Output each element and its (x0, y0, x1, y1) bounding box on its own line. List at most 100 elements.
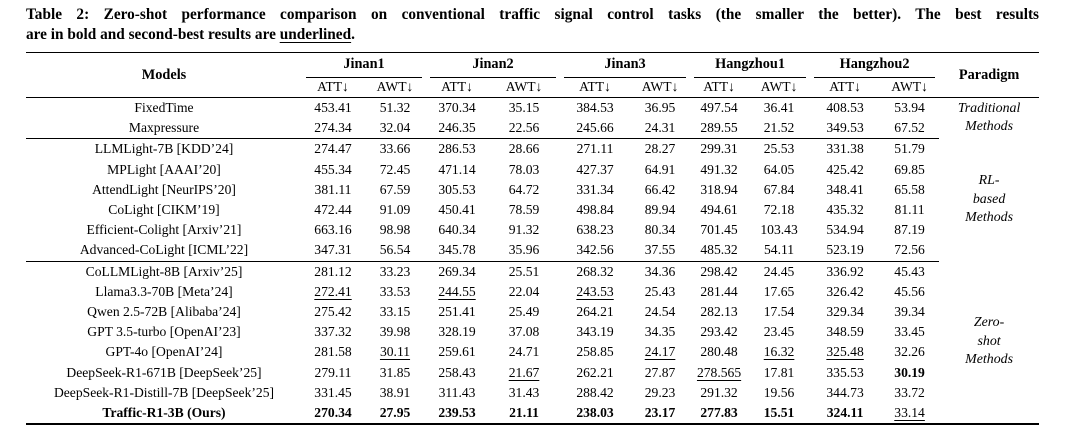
metric-value-cell: 471.14 (426, 160, 488, 180)
metric-value: 329.34 (826, 304, 864, 320)
metric-value: 28.27 (644, 141, 676, 157)
metric-value-cell: 282.13 (690, 302, 748, 322)
city-header-hangzhou2: Hangzhou2 (810, 53, 939, 78)
metric-value: 286.53 (438, 141, 476, 157)
metric-value-cell: 663.16 (302, 220, 364, 240)
table-caption: Table 2: Zero-shot performance compariso… (26, 5, 1039, 44)
att-column-header: ATT↓ (426, 77, 489, 98)
metric-value-cell: 349.53 (810, 118, 881, 140)
metric-value: 80.34 (644, 222, 676, 238)
metric-value-cell: 19.56 (748, 383, 810, 403)
metric-value-cell: 344.73 (810, 383, 880, 403)
metric-value: 264.21 (576, 304, 614, 320)
metric-value-cell: 51.79 (880, 139, 939, 160)
metric-value: 491.32 (700, 161, 738, 177)
metric-value-cell: 638.23 (560, 220, 630, 240)
metric-value-cell: 335.53 (810, 363, 880, 383)
table-row: Traffic-R1-3B (Ours) 270.34 27.95 239.53 21.… (26, 403, 1039, 425)
metric-value: 64.05 (763, 161, 795, 177)
metric-value-cell: 98.98 (364, 220, 426, 240)
metric-value: 640.34 (438, 222, 476, 238)
metric-value: 33.45 (894, 324, 925, 340)
metric-value-cell: 279.11 (302, 363, 364, 383)
metric-value: 277.83 (700, 405, 738, 421)
metric-value-cell: 485.32 (690, 240, 749, 262)
model-name-cell: Advanced-CoLight [ICML’22] (26, 240, 302, 262)
metric-value: 67.84 (763, 181, 795, 197)
model-name-cell: AttendLight [NeurIPS’20] (92, 181, 236, 197)
metric-value-cell: 281.44 (690, 282, 748, 302)
metric-value-cell: 325.48 (810, 342, 880, 362)
metric-value: 455.34 (314, 161, 352, 177)
metric-value: 638.23 (576, 222, 614, 238)
metric-value: 272.41 (314, 283, 352, 299)
metric-value: 381.11 (314, 181, 352, 197)
metric-value: 30.11 (379, 344, 411, 360)
metric-value: 408.53 (826, 100, 864, 115)
metric-value-cell: 29.23 (630, 383, 690, 403)
metric-value-cell: 324.11 (810, 403, 881, 425)
metric-value-cell: 36.95 (630, 98, 690, 119)
paradigm-line: Methods (965, 352, 1013, 368)
model-name-cell: Llama3.3-70B [Meta’24] (95, 283, 233, 299)
metric-value-cell: 370.34 (426, 98, 488, 119)
metric-value: 343.19 (576, 324, 614, 340)
metric-value: 45.43 (894, 263, 925, 279)
metric-value-cell: 24.71 (488, 342, 560, 362)
metric-value: 35.15 (508, 100, 540, 115)
metric-value-cell: 347.31 (302, 240, 364, 262)
metric-value-cell: 348.59 (810, 322, 880, 342)
metric-value: 33.23 (379, 263, 411, 279)
metric-value: 25.43 (644, 283, 676, 299)
metric-value-cell: 25.49 (488, 302, 560, 322)
metric-value-cell: 244.55 (426, 282, 488, 302)
metric-value-cell: 408.53 (810, 98, 880, 119)
metric-value: 331.34 (576, 181, 614, 197)
metric-value-cell: 34.36 (630, 261, 690, 282)
metric-value-cell: 72.56 (880, 240, 940, 262)
model-name-cell: Maxpressure (26, 118, 302, 140)
metric-value-cell: 67.59 (364, 180, 426, 200)
metric-value: 337.32 (314, 324, 352, 340)
metric-value-cell: 36.41 (748, 98, 810, 119)
metric-value: 485.32 (700, 242, 738, 258)
metric-value-cell: 69.85 (880, 160, 939, 180)
metric-value: 24.17 (644, 344, 676, 360)
metric-value: 24.71 (508, 344, 540, 360)
metric-value-cell: 331.38 (810, 139, 880, 160)
metric-value-cell: 275.42 (302, 302, 364, 322)
metric-value: 22.04 (508, 283, 540, 299)
metric-value: 348.59 (826, 324, 864, 340)
table-row: Advanced-CoLight [ICML’22] 347.31 56.54 345… (26, 240, 1039, 262)
metric-value-cell: 381.11 (302, 180, 364, 200)
metric-value-cell: 264.21 (560, 302, 630, 322)
metric-value: 17.65 (763, 283, 795, 299)
metric-value: 32.04 (379, 120, 411, 136)
metric-value-cell: 64.91 (630, 160, 690, 180)
metric-value-cell: 38.91 (364, 383, 426, 403)
metric-value: 275.42 (314, 304, 352, 320)
metric-value: 450.41 (438, 202, 476, 218)
metric-value-cell: 268.32 (560, 261, 630, 282)
city-header-jinan2: Jinan2 (426, 53, 560, 78)
metric-value: 45.56 (894, 283, 925, 299)
metric-value: 72.18 (763, 202, 795, 218)
metric-value: 245.66 (576, 120, 614, 136)
metric-value: 22.56 (508, 120, 540, 136)
city-header-jinan1: Jinan1 (302, 53, 426, 78)
metric-value-cell: 22.56 (488, 118, 561, 140)
metric-value-cell: 78.03 (488, 160, 560, 180)
metric-value-cell: 27.95 (364, 403, 427, 425)
metric-value-cell: 274.34 (302, 118, 364, 140)
metric-value-cell: 39.34 (880, 302, 939, 322)
metric-value: 103.43 (760, 222, 798, 238)
table-row: LLMLight-7B [KDD’24] 274.47 33.66 286.53 28.… (26, 139, 1039, 225)
table-row: GPT-4o [OpenAI’24] 281.58 30.11 259.61 24.71… (26, 342, 1039, 362)
table-body: FixedTime 453.41 51.32 370.34 35.15 384.53 36.… (26, 98, 1039, 425)
metric-value-cell: 262.21 (560, 363, 630, 383)
att-column-header: ATT↓ (690, 77, 749, 98)
metric-value-cell: 329.34 (810, 302, 880, 322)
metric-value: 17.81 (763, 364, 795, 380)
metric-value: 239.53 (438, 405, 476, 421)
metric-value-cell: 289.55 (690, 118, 749, 140)
